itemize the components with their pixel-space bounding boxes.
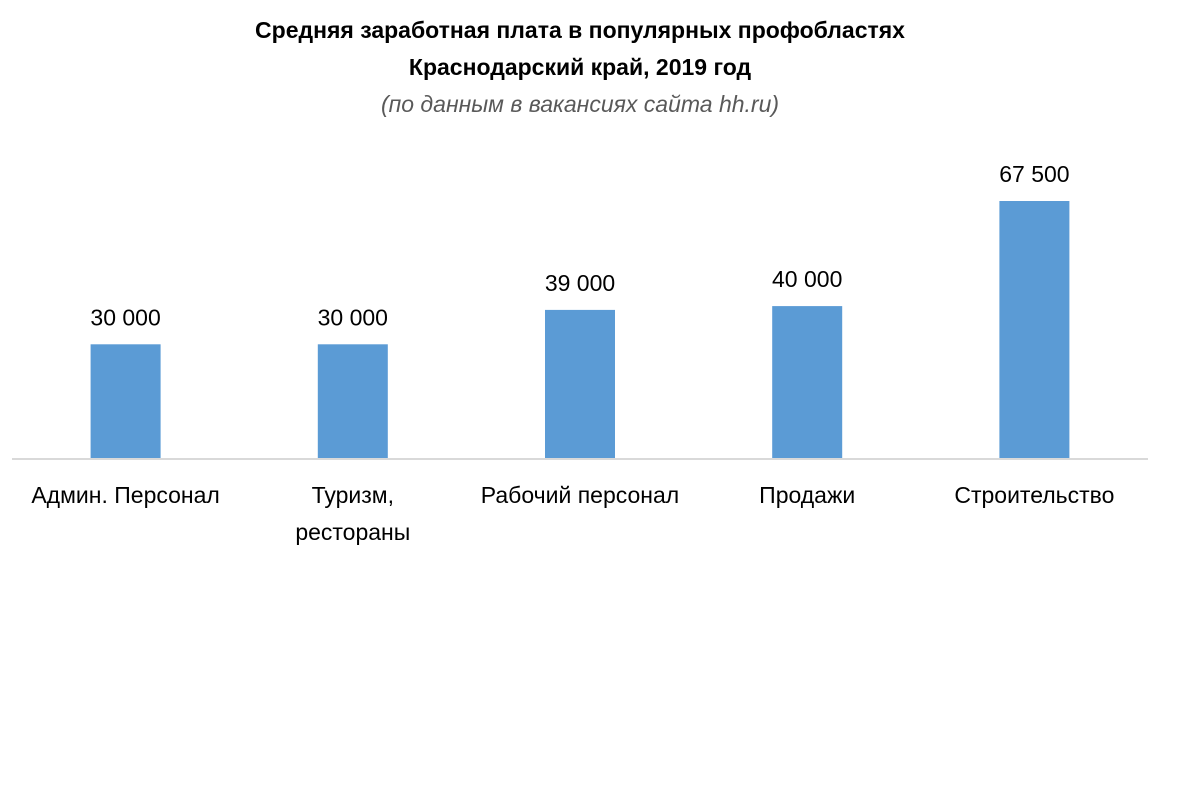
bar-2 [317, 344, 388, 459]
bar-4 [772, 306, 843, 459]
category-label-3: Рабочий персонал [481, 482, 679, 508]
data-label-3: 39 000 [545, 270, 615, 296]
data-labels-group: 30 000 30 000 39 000 40 000 67 500 [90, 161, 1069, 330]
data-label-5: 67 500 [999, 161, 1069, 187]
category-label-4: Продажи [759, 482, 855, 508]
bar-5 [999, 201, 1070, 459]
chart-title: Средняя заработная плата в популярных пр… [255, 17, 905, 43]
chart-source-note: (по данным в вакансиях сайта hh.ru) [381, 91, 779, 117]
chart-subtitle: Краснодарский край, 2019 год [409, 54, 752, 80]
bar-3 [545, 309, 615, 459]
bars-group [90, 201, 1070, 459]
category-label-1: Админ. Персонал [31, 482, 219, 508]
data-label-2: 30 000 [318, 304, 388, 330]
bar-1 [90, 344, 161, 459]
category-label-2-line-2: рестораны [295, 519, 410, 545]
data-label-1: 30 000 [90, 304, 160, 330]
category-label-5: Строительство [954, 482, 1114, 508]
category-label-2-line-1: Туризм, [312, 482, 394, 508]
data-label-4: 40 000 [772, 266, 842, 292]
category-labels-group: Админ. Персонал Туризм, рестораны Рабочий п… [31, 482, 1114, 545]
